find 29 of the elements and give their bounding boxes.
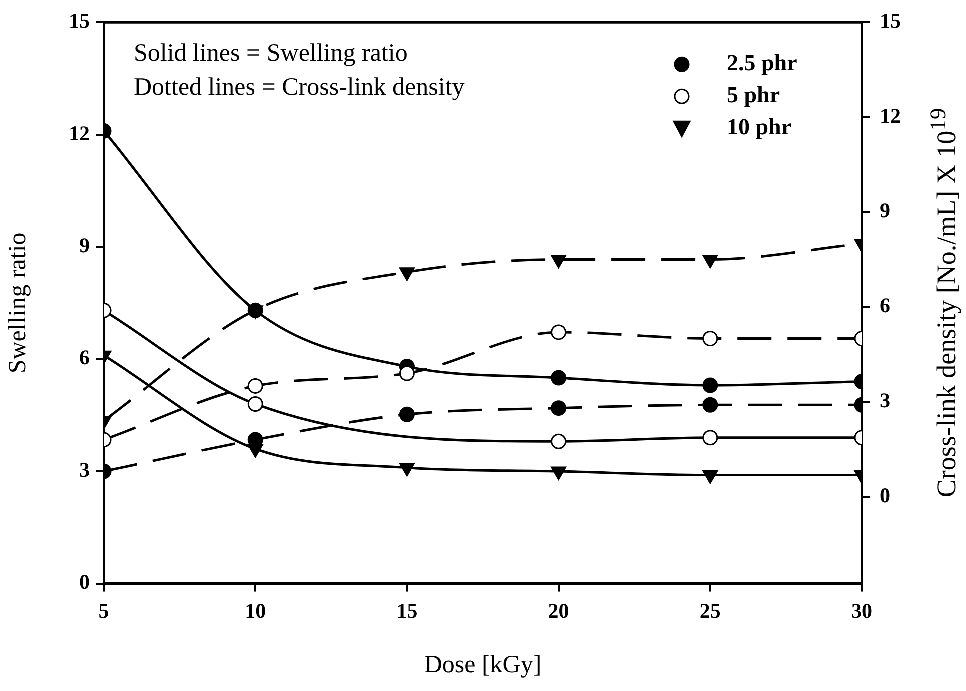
y2-tick-label: 0 bbox=[880, 483, 890, 508]
legend-label: 2.5 phr bbox=[727, 50, 798, 76]
y-axis-title: Swelling ratio bbox=[4, 232, 32, 374]
y-tick-label: 0 bbox=[80, 570, 90, 594]
y-tick-label: 3 bbox=[80, 458, 90, 482]
y2-tick-label: 12 bbox=[880, 104, 901, 128]
point bbox=[551, 434, 567, 450]
x-tick-label: 10 bbox=[245, 598, 266, 623]
x-tick-label: 30 bbox=[852, 598, 872, 623]
y-tick-label: 15 bbox=[69, 9, 90, 34]
x-tick-label: 15 bbox=[396, 598, 418, 623]
y2-tick-label: 3 bbox=[880, 388, 890, 412]
x-tick-label: 20 bbox=[548, 598, 570, 623]
point bbox=[400, 463, 415, 477]
x-axis-title: Dose [kGy] bbox=[424, 652, 542, 679]
y-tick-label: 6 bbox=[80, 346, 90, 370]
legend-label: 10 phr bbox=[727, 114, 792, 140]
y2-tick-label: 9 bbox=[880, 198, 890, 223]
annotation: Dotted lines = Cross-link density bbox=[134, 74, 466, 102]
y-tick-label: 12 bbox=[69, 121, 90, 146]
x-tick-label: 25 bbox=[700, 598, 721, 623]
y2-tick-label: 6 bbox=[880, 294, 890, 318]
annotation: Solid lines = Swelling ratio bbox=[134, 40, 408, 68]
point bbox=[551, 466, 566, 480]
x-tick-label: 5 bbox=[98, 598, 110, 623]
y-tick-label: 9 bbox=[80, 234, 90, 258]
y2-tick-label: 15 bbox=[880, 9, 901, 34]
point bbox=[551, 370, 567, 386]
legend-label: 5 phr bbox=[727, 82, 780, 108]
